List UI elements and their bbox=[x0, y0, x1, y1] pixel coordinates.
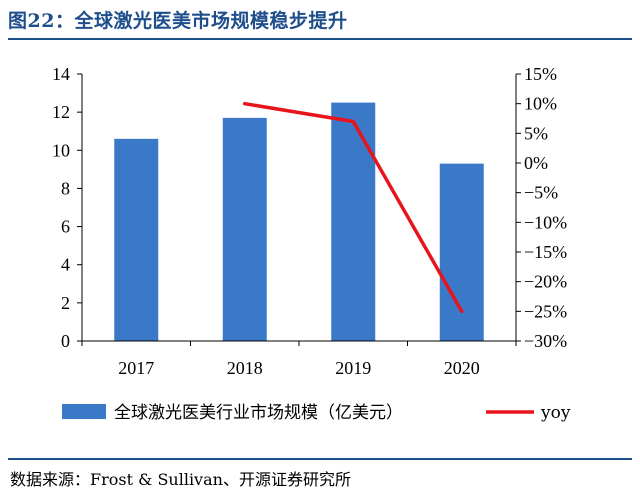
x-tick-label: 2019 bbox=[335, 358, 371, 378]
bar-2019 bbox=[331, 102, 376, 341]
combo-chart: 0 2 4 6 8 10 12 14 −30% −25% −20% −15% −10% −5% 0% 5% 1… bbox=[52, 64, 571, 423]
y-right-tick-label: 0% bbox=[524, 153, 548, 173]
bar-2018 bbox=[222, 117, 267, 341]
source-note: 数据来源：Frost & Sullivan、开源证券研究所 bbox=[10, 470, 351, 489]
y-left-tick-label: 2 bbox=[61, 293, 70, 313]
y-left-tick-label: 6 bbox=[61, 217, 70, 237]
y-right-tick-label: 10% bbox=[524, 94, 557, 114]
y-right-tick-label: −30% bbox=[524, 331, 567, 351]
bar-2017 bbox=[114, 138, 159, 341]
y-left-tick-label: 4 bbox=[61, 255, 70, 275]
bar-2020 bbox=[439, 163, 484, 341]
y-right-tick-label: 5% bbox=[524, 123, 548, 143]
legend-bar-label: 全球激光医美行业市场规模（亿美元） bbox=[114, 403, 403, 423]
y-right-tick-label: −20% bbox=[524, 272, 567, 292]
y-left-tick-label: 10 bbox=[52, 140, 70, 160]
legend-line-label: yoy bbox=[540, 403, 571, 423]
x-tick-label: 2020 bbox=[444, 358, 480, 378]
legend-bar-swatch bbox=[62, 404, 106, 419]
y-right-tick-label: −15% bbox=[524, 242, 567, 262]
y-right-tick-label: −5% bbox=[524, 183, 558, 203]
y-right-tick-label: −10% bbox=[524, 212, 567, 232]
y-right-tick-label: 15% bbox=[524, 64, 557, 84]
y-left-tick-label: 12 bbox=[52, 102, 70, 122]
source-divider bbox=[8, 458, 632, 460]
y-right-tick-label: −25% bbox=[524, 301, 567, 321]
yoy-series-line bbox=[243, 101, 464, 314]
x-tick-label: 2017 bbox=[118, 358, 154, 378]
title-divider bbox=[8, 38, 632, 40]
x-tick-label: 2018 bbox=[227, 358, 263, 378]
y-left-tick-label: 8 bbox=[61, 178, 70, 198]
page-title: 图22：全球激光医美市场规模稳步提升 bbox=[8, 10, 348, 32]
y-left-tick-label: 0 bbox=[61, 331, 70, 351]
y-left-tick-label: 14 bbox=[52, 64, 70, 84]
